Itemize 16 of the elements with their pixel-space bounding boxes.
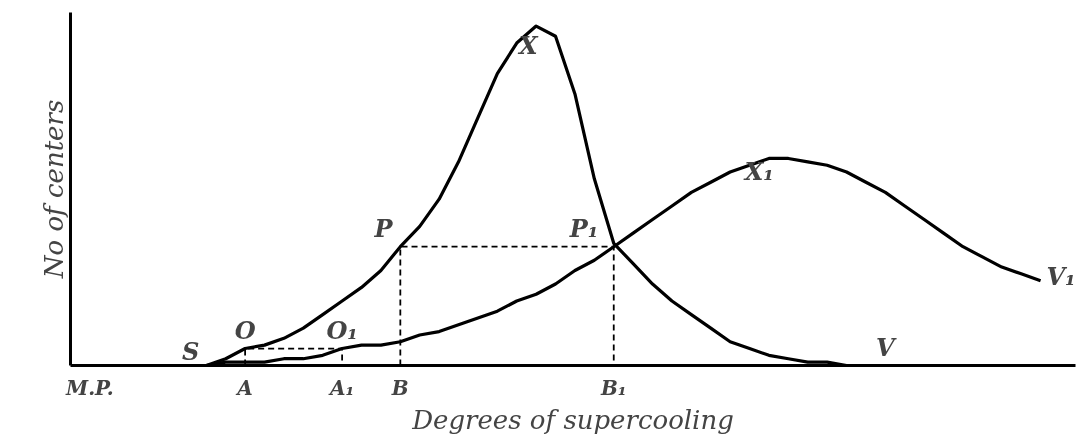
annotation: P xyxy=(373,214,394,244)
annotation: P₁ xyxy=(568,214,599,244)
x-tick-label: B₁ xyxy=(599,375,627,400)
annotation: S xyxy=(182,336,200,366)
x-axis-title: Degrees of supercooling xyxy=(411,404,734,435)
x-tick-label: A xyxy=(235,375,253,400)
annotation: X₁ xyxy=(742,156,774,186)
y-axis-title: No of centers xyxy=(38,99,69,280)
x-tick-label: B xyxy=(390,375,409,400)
annotation: X xyxy=(517,31,540,61)
annotation: V₁ xyxy=(1046,261,1076,291)
annotation: V xyxy=(876,333,898,363)
annotation: O xyxy=(234,316,256,346)
annotation: O₁ xyxy=(326,316,358,346)
x-tick-label: M.P. xyxy=(65,375,114,400)
x-tick-label: A₁ xyxy=(327,375,355,400)
